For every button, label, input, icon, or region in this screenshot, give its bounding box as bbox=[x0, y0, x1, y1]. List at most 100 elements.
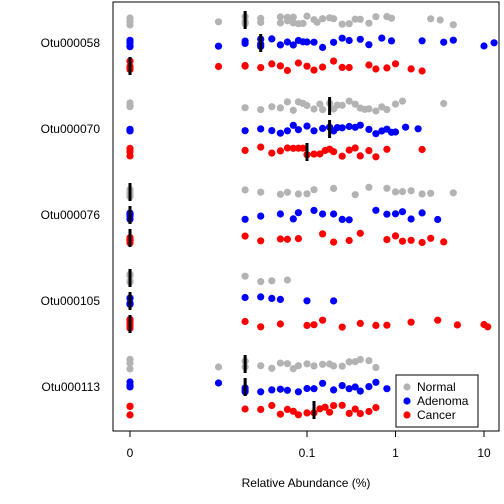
data-point-otu000070-cancer bbox=[268, 149, 276, 157]
data-point-otu000105-cancer bbox=[338, 323, 346, 331]
data-point-otu000070-cancer bbox=[126, 144, 134, 152]
data-point-otu000070-cancer bbox=[330, 148, 338, 156]
data-point-otu000076-normal bbox=[303, 190, 311, 198]
data-point-otu000105-cancer bbox=[407, 318, 415, 326]
data-point-otu000058-normal bbox=[319, 15, 327, 23]
data-point-otu000058-normal bbox=[449, 21, 457, 29]
data-point-otu000113-normal bbox=[303, 360, 311, 368]
data-point-otu000113-cancer bbox=[126, 411, 134, 419]
data-point-otu000076-adenoma bbox=[330, 210, 338, 218]
points-layer bbox=[126, 12, 498, 419]
data-point-otu000058-adenoma bbox=[480, 42, 488, 50]
data-point-otu000105-cancer bbox=[276, 320, 284, 328]
data-point-otu000070-cancer bbox=[276, 147, 284, 155]
data-point-otu000113-adenoma bbox=[283, 386, 291, 394]
data-point-otu000113-normal bbox=[294, 362, 302, 370]
data-point-otu000076-cancer bbox=[283, 235, 291, 243]
data-point-otu000076-adenoma bbox=[434, 215, 442, 224]
legend-marker-adenoma bbox=[403, 397, 411, 405]
data-point-otu000058-normal bbox=[427, 15, 435, 23]
x-axis-label: Relative Abundance (%) bbox=[242, 476, 371, 490]
data-point-otu000070-adenoma bbox=[289, 121, 297, 129]
data-point-otu000076-adenoma bbox=[319, 210, 327, 218]
data-point-otu000113-adenoma bbox=[330, 386, 338, 394]
data-point-otu000113-adenoma bbox=[351, 383, 359, 391]
data-point-otu000113-adenoma bbox=[294, 388, 302, 396]
otu-label-otu000058: Otu000058 bbox=[41, 36, 101, 50]
data-point-otu000105-normal bbox=[268, 277, 276, 285]
data-point-otu000113-normal bbox=[126, 355, 134, 363]
legend-label-normal: Normal bbox=[417, 380, 456, 394]
data-point-otu000076-normal bbox=[276, 190, 284, 198]
data-point-otu000105-cancer bbox=[356, 319, 364, 327]
medians-layer bbox=[128, 11, 332, 419]
data-point-otu000113-cancer bbox=[289, 407, 297, 415]
data-point-otu000070-normal bbox=[338, 101, 346, 109]
data-point-otu000105-cancer bbox=[241, 317, 249, 326]
data-point-otu000076-adenoma bbox=[241, 215, 249, 223]
data-point-otu000058-cancer bbox=[241, 62, 249, 70]
data-point-otu000113-normal bbox=[257, 362, 265, 370]
data-point-otu000076-normal bbox=[241, 186, 249, 194]
data-point-otu000076-cancer bbox=[345, 236, 353, 245]
data-point-otu000058-normal bbox=[345, 20, 353, 28]
data-point-otu000058-cancer bbox=[338, 63, 346, 71]
data-point-otu000113-normal bbox=[338, 362, 346, 370]
data-point-otu000076-cancer bbox=[356, 229, 364, 237]
data-point-otu000076-adenoma bbox=[310, 206, 318, 214]
data-point-otu000105-cancer bbox=[383, 321, 391, 329]
data-point-otu000076-adenoma bbox=[383, 210, 391, 218]
data-point-otu000076-normal bbox=[365, 183, 373, 191]
data-point-otu000070-normal bbox=[319, 106, 327, 114]
data-point-otu000113-normal bbox=[268, 364, 276, 372]
data-point-otu000070-normal bbox=[383, 106, 391, 114]
legend-label-cancer: Cancer bbox=[417, 408, 456, 422]
data-point-otu000070-normal bbox=[303, 101, 311, 110]
data-point-otu000058-cancer bbox=[310, 66, 318, 74]
data-point-otu000105-adenoma bbox=[303, 297, 311, 305]
data-point-otu000113-cancer bbox=[241, 405, 249, 413]
data-point-otu000070-normal bbox=[283, 98, 291, 106]
data-point-otu000070-adenoma bbox=[391, 128, 400, 136]
data-point-otu000113-cancer bbox=[330, 402, 338, 410]
data-point-otu000076-normal bbox=[407, 187, 415, 195]
data-point-otu000070-normal bbox=[268, 103, 276, 111]
data-point-otu000058-normal bbox=[330, 15, 338, 23]
data-point-otu000058-normal bbox=[299, 19, 307, 27]
otu-label-otu000105: Otu000105 bbox=[41, 294, 101, 308]
x-tick-label-0: 0 bbox=[127, 446, 134, 460]
data-point-otu000058-normal bbox=[257, 14, 265, 22]
data-point-otu000070-cancer bbox=[345, 146, 353, 154]
data-point-otu000076-normal bbox=[398, 188, 407, 196]
x-tick-label-0.1: 0.1 bbox=[299, 446, 316, 460]
data-point-otu000058-cancer bbox=[276, 62, 284, 70]
data-point-otu000076-cancer bbox=[398, 237, 407, 245]
data-point-otu000113-cancer bbox=[365, 407, 373, 416]
otu-label-otu000070: Otu000070 bbox=[41, 122, 101, 136]
data-point-otu000113-cancer bbox=[303, 409, 311, 417]
x-tick-label-10: 10 bbox=[477, 446, 491, 460]
data-point-otu000058-adenoma bbox=[310, 38, 318, 46]
data-point-otu000070-cancer bbox=[289, 144, 297, 152]
data-point-otu000070-normal bbox=[257, 106, 265, 114]
data-point-otu000076-adenoma bbox=[418, 209, 426, 217]
data-point-otu000070-adenoma bbox=[241, 127, 249, 135]
data-point-otu000058-cancer bbox=[319, 63, 327, 71]
data-point-otu000058-cancer bbox=[418, 67, 426, 75]
data-point-otu000058-adenoma bbox=[276, 41, 284, 49]
data-point-otu000105-adenoma bbox=[257, 293, 265, 301]
data-point-otu000058-adenoma bbox=[449, 36, 457, 44]
data-point-otu000070-adenoma bbox=[319, 124, 327, 132]
data-point-otu000113-adenoma bbox=[214, 379, 223, 387]
data-point-otu000058-adenoma bbox=[440, 38, 448, 46]
data-point-otu000070-adenoma bbox=[310, 127, 318, 135]
data-point-otu000070-adenoma bbox=[283, 127, 291, 135]
data-point-otu000113-normal bbox=[372, 363, 380, 372]
data-point-otu000058-cancer bbox=[383, 64, 391, 72]
data-point-otu000105-adenoma bbox=[276, 295, 284, 303]
x-axis: 00.1110100 bbox=[127, 430, 491, 460]
data-point-otu000058-cancer bbox=[268, 60, 276, 68]
data-point-otu000076-cancer bbox=[383, 236, 391, 244]
otu-labels: Otu000058 Otu000070 Otu000076 Otu000105 Otu0… bbox=[41, 36, 101, 394]
